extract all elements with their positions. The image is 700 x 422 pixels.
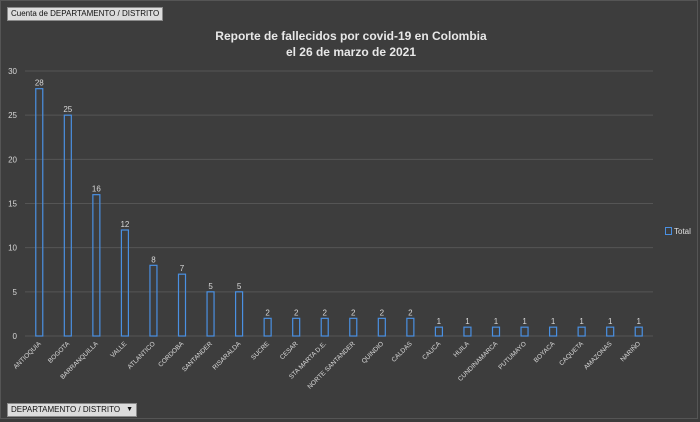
chart-title-line-2: el 26 de marzo de 2021 xyxy=(285,45,417,59)
bar xyxy=(63,114,72,337)
y-tick-label: 15 xyxy=(8,200,17,209)
y-tick-label: 10 xyxy=(8,244,17,253)
bar xyxy=(320,317,329,337)
chart-title: Reporte de fallecidos por covid-19 en Co… xyxy=(171,28,531,60)
bar xyxy=(491,326,501,337)
legend-swatch xyxy=(665,227,672,235)
bar xyxy=(520,326,529,337)
y-tick-label: 25 xyxy=(8,111,17,120)
bar xyxy=(234,291,244,337)
x-tick-label: CAQUETA xyxy=(558,340,585,367)
bar xyxy=(377,317,386,337)
x-tick-label: BOGOTA xyxy=(47,340,72,365)
chart-title-line-1: Reporte de fallecidos por covid-19 en Co… xyxy=(215,29,487,43)
x-tick-label: PUTUMAYO xyxy=(497,340,528,371)
bar-value-label: 12 xyxy=(120,220,129,229)
x-tick-label: CORDOBA xyxy=(157,340,186,369)
bar-value-label: 2 xyxy=(294,308,299,317)
x-tick-label: SUCRE xyxy=(250,340,272,362)
x-tick-label: NARIÑO xyxy=(618,339,642,363)
bar-value-label: 1 xyxy=(522,317,527,326)
x-tick-label: AMAZONAS xyxy=(583,340,614,371)
bar xyxy=(35,88,44,337)
bar xyxy=(577,326,586,337)
bar xyxy=(463,326,472,337)
bar xyxy=(406,317,415,337)
x-tick-label: HUILA xyxy=(452,340,471,359)
dropdown-arrow-icon: ▼ xyxy=(126,406,134,413)
bar-value-label: 5 xyxy=(208,282,213,291)
bar-value-label: 8 xyxy=(151,255,156,264)
x-tick-label: CALDAS xyxy=(390,340,414,364)
bar xyxy=(434,326,444,337)
legend-label: Total xyxy=(674,227,691,236)
bar xyxy=(634,326,643,337)
bar-value-label: 2 xyxy=(265,308,270,317)
y-tick-label: 30 xyxy=(8,67,17,76)
bar-value-label: 2 xyxy=(380,308,385,317)
x-tick-label: ATLANTICO xyxy=(126,340,156,370)
bar-value-label: 25 xyxy=(63,105,72,114)
bar xyxy=(606,326,615,337)
x-tick-label: QUINDIO xyxy=(361,340,386,365)
bar-value-label: 28 xyxy=(35,79,44,88)
x-tick-label: SANTANDER xyxy=(181,340,214,373)
bar xyxy=(177,273,187,337)
x-tick-label: NORTE SANTANDER xyxy=(306,340,356,390)
bar xyxy=(206,291,215,337)
bar-value-label: 2 xyxy=(408,308,413,317)
x-tick-label: VALLE xyxy=(109,340,128,359)
bar-value-label: 16 xyxy=(92,185,101,194)
bar-value-label: 1 xyxy=(608,317,613,326)
y-tick-label: 0 xyxy=(13,332,18,341)
y-tick-label: 20 xyxy=(8,155,17,164)
x-tick-label: CESAR xyxy=(279,340,300,361)
bar-value-label: 7 xyxy=(180,264,185,273)
legend: Total xyxy=(665,227,691,236)
x-tick-label: ANTIOQUIA xyxy=(12,340,43,371)
bar-value-label: 2 xyxy=(323,308,328,317)
pivot-axis-field-button[interactable]: DEPARTAMENTO / DISTRITO ▼ xyxy=(7,403,138,417)
bar xyxy=(263,317,272,337)
bar xyxy=(120,229,130,337)
bar xyxy=(92,194,101,337)
bar xyxy=(548,326,558,337)
bar-value-label: 2 xyxy=(351,308,356,317)
bar-value-label: 1 xyxy=(579,317,584,326)
bar-value-label: 1 xyxy=(637,317,642,326)
x-tick-label: BOYACA xyxy=(533,340,557,364)
pivot-value-field-button[interactable]: Cuenta de DEPARTAMENTO / DISTRITO xyxy=(7,7,164,21)
bar xyxy=(349,317,358,337)
bar-value-label: 1 xyxy=(551,317,556,326)
x-tick-label: CAUCA xyxy=(421,340,443,362)
bar xyxy=(149,264,158,337)
bar-value-label: 1 xyxy=(494,317,499,326)
bar-value-label: 5 xyxy=(237,282,242,291)
bar xyxy=(292,317,301,337)
bar-value-label: 1 xyxy=(437,317,442,326)
y-tick-label: 5 xyxy=(13,288,18,297)
pivot-axis-field-label: DEPARTAMENTO / DISTRITO xyxy=(11,405,121,414)
bar-value-label: 1 xyxy=(465,317,470,326)
x-tick-label: RISARALDA xyxy=(211,340,242,371)
